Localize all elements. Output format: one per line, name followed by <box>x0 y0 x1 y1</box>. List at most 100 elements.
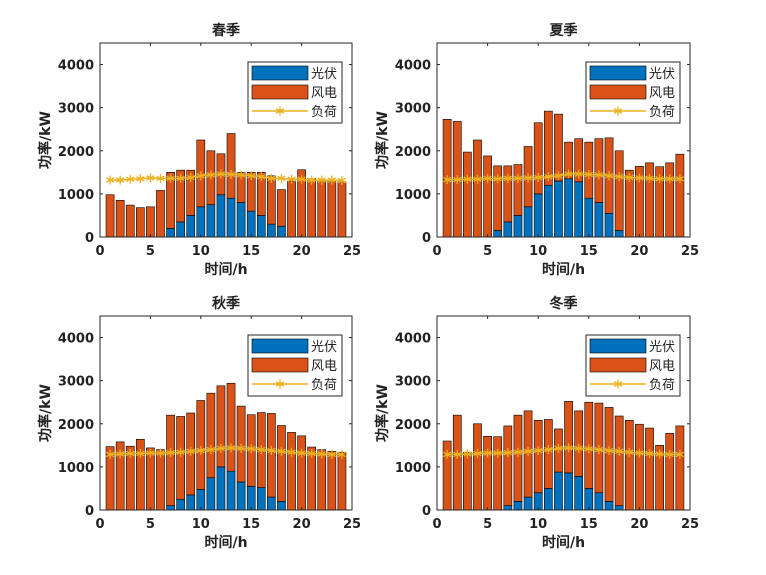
bar-pv-14 <box>574 181 584 238</box>
load-marker-9 <box>523 173 533 183</box>
bar-wind-9 <box>186 169 196 216</box>
bar-pv-8 <box>513 215 523 238</box>
xtick-label: 15 <box>580 244 598 259</box>
load-marker-2 <box>453 449 462 459</box>
ytick-label: 3000 <box>395 102 431 117</box>
load-marker-18 <box>614 172 624 182</box>
xtick-label: 25 <box>343 517 361 532</box>
legend-label: 风电 <box>311 359 337 374</box>
legend-label: 光伏 <box>311 340 337 355</box>
bar-pv-15 <box>584 197 594 238</box>
load-marker-3 <box>463 174 472 184</box>
bar-pv-11 <box>206 204 216 238</box>
load-marker-16 <box>257 172 266 182</box>
bar-wind-3 <box>125 204 135 238</box>
bar-pv-16 <box>594 202 604 238</box>
bar-wind-19 <box>624 420 634 511</box>
xtick-label: 0 <box>95 244 104 259</box>
bar-pv-15 <box>246 210 256 238</box>
bar-pv-12 <box>554 471 563 511</box>
bar-wind-8 <box>176 169 185 223</box>
bar-pv-7 <box>503 505 513 511</box>
legend-swatch-pv <box>251 338 309 354</box>
ytick-label: 4000 <box>395 332 431 347</box>
load-marker-2 <box>115 175 125 185</box>
load-marker-5 <box>146 448 155 458</box>
bar-pv-9 <box>523 206 533 238</box>
xtick-label: 20 <box>293 517 311 532</box>
load-marker-18 <box>277 446 286 456</box>
load-marker-10 <box>196 171 206 181</box>
load-marker-21 <box>645 449 654 459</box>
xtick-label: 25 <box>681 517 699 532</box>
load-line <box>447 173 680 181</box>
bar-pv-18 <box>277 225 286 238</box>
load-marker-9 <box>523 446 533 456</box>
bar-wind-1 <box>105 194 115 238</box>
load-marker-24 <box>337 449 347 459</box>
load-marker-5 <box>483 173 492 183</box>
legend-label: 负荷 <box>649 105 675 120</box>
load-marker-4 <box>473 449 482 459</box>
load-marker-4 <box>136 174 145 184</box>
bar-wind-19 <box>287 432 296 511</box>
legend-label: 风电 <box>311 86 337 101</box>
bar-pv-16 <box>256 215 266 238</box>
load-marker-18 <box>614 446 624 456</box>
bar-pv-14 <box>574 476 584 511</box>
load-marker-12 <box>216 443 226 453</box>
xtick-label: 5 <box>146 244 155 259</box>
xtick-label: 10 <box>529 517 547 532</box>
ytick-label: 1000 <box>395 461 431 476</box>
bar-pv-14 <box>236 481 246 511</box>
bar-pv-17 <box>604 212 614 238</box>
bar-wind-7 <box>503 425 513 506</box>
bar-wind-6 <box>156 449 165 511</box>
bar-wind-13 <box>564 141 573 180</box>
bar-wind-19 <box>287 180 296 238</box>
legend-swatch-pv <box>251 65 309 81</box>
load-marker-14 <box>236 170 246 180</box>
ytick-label: 4000 <box>395 59 431 74</box>
bar-wind-6 <box>156 190 165 238</box>
y-axis-label: 功率/kW <box>37 384 54 442</box>
bar-pv-18 <box>614 505 624 511</box>
bar-wind-13 <box>226 133 236 199</box>
bar-wind-18 <box>277 425 286 502</box>
load-marker-15 <box>246 171 256 181</box>
load-line <box>447 447 680 456</box>
bar-pv-12 <box>216 466 226 511</box>
load-marker-6 <box>493 448 502 458</box>
ytick-label: 4000 <box>58 332 94 347</box>
bar-pv-16 <box>594 492 604 511</box>
ytick-label: 1000 <box>58 461 94 476</box>
bar-wind-3 <box>463 451 472 511</box>
load-marker-4 <box>473 174 482 184</box>
y-axis-label: 功率/kW <box>374 384 391 442</box>
load-marker-2 <box>115 449 125 459</box>
xtick-label: 5 <box>483 244 492 259</box>
bar-pv-12 <box>216 194 226 238</box>
ytick-label: 0 <box>422 504 431 519</box>
ytick-label: 0 <box>85 231 94 246</box>
xtick-label: 25 <box>343 244 361 259</box>
bar-wind-7 <box>503 165 513 223</box>
bar-pv-6 <box>493 230 503 238</box>
legend-label: 风电 <box>649 359 675 374</box>
load-marker-13 <box>226 169 236 179</box>
bar-pv-17 <box>604 501 614 511</box>
load-marker-12 <box>554 171 563 181</box>
ytick-label: 1000 <box>58 188 94 203</box>
load-marker-8 <box>513 173 523 183</box>
bar-pv-8 <box>513 501 523 511</box>
load-marker-13 <box>226 443 236 453</box>
bar-wind-13 <box>564 401 573 474</box>
load-marker-5 <box>483 448 492 458</box>
load-marker-17 <box>604 171 614 181</box>
bar-wind-18 <box>277 189 286 227</box>
bar-wind-14 <box>574 410 584 477</box>
load-marker-22 <box>317 449 326 459</box>
